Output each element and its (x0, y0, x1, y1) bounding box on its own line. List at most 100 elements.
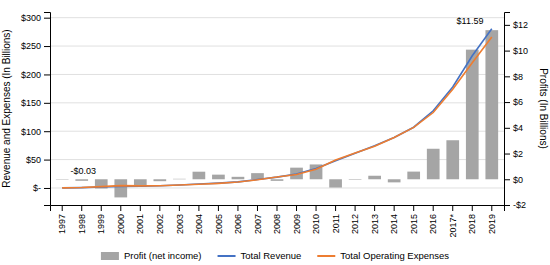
tick-mark (504, 128, 510, 129)
tick-label: 2004 (194, 214, 204, 234)
tick-label: $0 (513, 175, 523, 185)
tick-mark (504, 76, 510, 77)
legend-label: Total Operating Expenses (340, 250, 449, 261)
tick-label: 1999 (96, 214, 106, 234)
legend-swatch (101, 252, 119, 260)
plot: $-$50$100$150$200$250$300-$2$0$2$4$6$8$1… (1, 13, 549, 238)
tick-mark (374, 205, 375, 211)
chart: $-$50$100$150$200$250$300-$2$0$2$4$6$8$1… (0, 0, 550, 265)
legend-swatch (218, 255, 236, 257)
tick: $10 (504, 46, 528, 56)
tick-mark (101, 205, 102, 211)
bar (173, 178, 186, 179)
grid (50, 18, 504, 188)
bar (407, 172, 420, 180)
bar (485, 30, 498, 179)
tick-mark (413, 205, 414, 211)
bar (56, 179, 69, 180)
tick: 2011 (331, 205, 341, 233)
tick: 2014 (389, 205, 399, 234)
tick-mark (472, 205, 473, 211)
bar (388, 179, 401, 182)
tick: 2006 (233, 205, 243, 234)
tick-mark (44, 160, 50, 161)
tick-label: $10 (513, 46, 528, 56)
tick-mark (316, 205, 317, 211)
tick-label: $- (33, 183, 41, 193)
tick-mark (491, 205, 492, 211)
tick: 2002 (155, 205, 165, 234)
tick-mark (504, 154, 510, 155)
tick-mark (44, 188, 50, 189)
tick-label: $50 (26, 155, 41, 165)
tick-mark (140, 205, 141, 211)
tick-mark (277, 205, 278, 211)
tick-label: 1998 (77, 214, 87, 234)
tick: 2016 (428, 205, 438, 234)
tick-mark (44, 74, 50, 75)
tick: 2005 (214, 205, 224, 234)
tick-mark (355, 205, 356, 211)
grid-line (50, 131, 504, 132)
tick-label: 2001 (135, 214, 145, 234)
tick: 2003 (175, 205, 185, 234)
tick-label: $100 (21, 127, 41, 137)
tick: $6 (504, 97, 523, 107)
tick: $12 (504, 20, 528, 30)
tick-label: 2000 (116, 214, 126, 234)
tick-label: 2009 (292, 214, 302, 234)
tick-label: $200 (21, 70, 41, 80)
bar (153, 179, 166, 181)
tick-label: $4 (513, 123, 523, 133)
y2-axis-line (505, 13, 511, 206)
tick-mark (198, 205, 199, 211)
tick-mark (504, 51, 510, 52)
tick: 2000 (116, 205, 126, 234)
bar (427, 149, 440, 180)
legend-item: Total Revenue (218, 250, 302, 261)
tick-mark (394, 205, 395, 211)
tick-label: 2013 (370, 214, 380, 234)
legend-label: Profit (net income) (124, 250, 202, 261)
tick: 2010 (311, 205, 321, 234)
tick-label: $250 (21, 41, 41, 51)
tick-label: $2 (513, 149, 523, 159)
tick-mark (237, 205, 238, 211)
bar (212, 175, 225, 180)
tick-mark (120, 205, 121, 211)
legend-item: Total Operating Expenses (317, 250, 449, 261)
x-axis: 1997 1998 1999 2000 2001 2002 2003 2004 2005 2006… (51, 205, 505, 238)
tick: $150 (21, 98, 50, 108)
tick: 2008 (272, 205, 282, 234)
bar (329, 179, 342, 187)
tick-mark (62, 205, 63, 211)
x-axis-line (51, 206, 505, 212)
grid-line (50, 46, 504, 47)
tick-label: 2018 (467, 214, 477, 234)
bar (271, 179, 284, 181)
tick-label: 2007 (253, 214, 263, 234)
tick-mark (44, 46, 50, 47)
tick-label: 2008 (272, 214, 282, 234)
tick-mark (81, 205, 82, 211)
tick: 2007 (253, 205, 263, 234)
tick: 1997 (57, 205, 67, 234)
tick-mark (218, 205, 219, 211)
bar-series (56, 30, 498, 197)
tick: $300 (21, 13, 50, 23)
tick-label: 1997 (57, 214, 67, 234)
tick-mark (504, 179, 510, 180)
y2-axis-title: Profits (In Billions) (538, 68, 549, 149)
bar (75, 179, 88, 181)
legend: Profit (net income) Total Revenue Total Op… (101, 250, 449, 261)
bar (232, 177, 245, 179)
tick-label: 2015 (409, 214, 419, 234)
bar (368, 176, 381, 180)
tick-label: $12 (513, 20, 528, 30)
grid-line (50, 102, 504, 103)
bar (349, 179, 362, 181)
tick-label: -$2 (513, 200, 526, 210)
tick: $2 (504, 149, 523, 159)
tick-mark (504, 102, 510, 103)
legend-swatch (317, 255, 335, 257)
